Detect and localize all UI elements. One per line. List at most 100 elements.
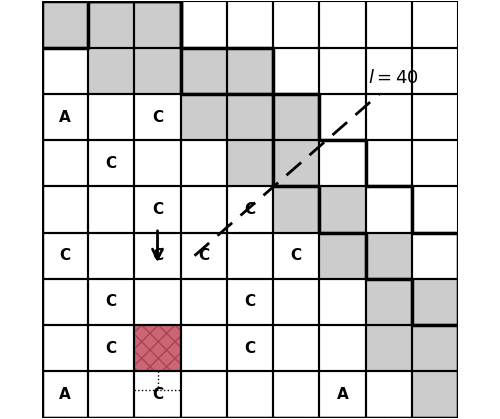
Text: C: C — [60, 248, 70, 263]
Bar — [134, 279, 180, 325]
Text: C: C — [152, 248, 163, 263]
Bar — [320, 233, 366, 279]
Text: $l = 40$: $l = 40$ — [368, 69, 418, 87]
Bar — [273, 48, 320, 94]
Bar — [227, 140, 273, 186]
Bar — [366, 94, 412, 140]
Bar — [227, 325, 273, 371]
Bar — [366, 186, 412, 233]
Bar — [320, 140, 366, 186]
Bar — [273, 279, 320, 325]
Bar — [180, 48, 227, 94]
Bar — [412, 186, 458, 233]
Bar — [42, 325, 88, 371]
Bar — [180, 186, 227, 233]
Bar — [366, 233, 412, 279]
Bar — [180, 325, 227, 371]
Text: C: C — [152, 202, 163, 217]
Bar — [88, 140, 134, 186]
Bar — [320, 371, 366, 418]
Bar — [42, 94, 88, 140]
Bar — [88, 1, 134, 48]
Bar — [320, 279, 366, 325]
Bar — [273, 186, 320, 233]
Bar — [366, 140, 412, 186]
Bar — [273, 140, 320, 186]
Text: C: C — [152, 387, 163, 402]
Bar — [273, 325, 320, 371]
Bar — [366, 371, 412, 418]
Bar — [273, 233, 320, 279]
Bar — [88, 371, 134, 418]
Text: A: A — [59, 387, 71, 402]
Bar — [134, 1, 180, 48]
Bar — [227, 1, 273, 48]
Bar — [134, 1, 180, 48]
Bar — [412, 140, 458, 186]
Bar — [320, 1, 366, 48]
Text: A: A — [59, 109, 71, 124]
Bar — [366, 325, 412, 371]
Bar — [320, 325, 366, 371]
Bar — [320, 186, 366, 233]
Text: C: C — [244, 341, 256, 356]
Bar — [227, 233, 273, 279]
Text: C: C — [244, 295, 256, 310]
Bar — [320, 94, 366, 140]
Bar — [134, 140, 180, 186]
Bar — [42, 371, 88, 418]
Bar — [366, 279, 412, 325]
Text: C: C — [290, 248, 302, 263]
Text: C: C — [198, 248, 209, 263]
Bar — [412, 325, 458, 371]
Bar — [227, 279, 273, 325]
Bar — [42, 186, 88, 233]
Bar — [227, 94, 273, 140]
Bar — [412, 279, 458, 325]
Bar — [273, 140, 320, 186]
Bar — [227, 48, 273, 94]
Bar — [227, 94, 273, 140]
Bar — [180, 233, 227, 279]
Bar — [273, 1, 320, 48]
Bar — [134, 325, 180, 371]
Bar — [412, 371, 458, 418]
Text: C: C — [106, 341, 117, 356]
Text: C: C — [244, 202, 256, 217]
Bar — [88, 1, 134, 48]
Bar — [412, 371, 458, 418]
Bar — [320, 186, 366, 233]
Bar — [42, 233, 88, 279]
Bar — [134, 371, 180, 418]
Bar — [320, 233, 366, 279]
Bar — [180, 1, 227, 48]
Bar — [134, 48, 180, 94]
Bar — [88, 94, 134, 140]
Text: C: C — [152, 109, 163, 124]
Bar — [180, 48, 227, 94]
Bar — [42, 1, 88, 48]
Bar — [42, 140, 88, 186]
Bar — [320, 48, 366, 94]
Bar — [366, 233, 412, 279]
Bar — [227, 140, 273, 186]
Bar — [134, 186, 180, 233]
Bar — [273, 94, 320, 140]
Bar — [88, 48, 134, 94]
Bar — [88, 48, 134, 94]
Bar — [366, 48, 412, 94]
Bar — [227, 186, 273, 233]
Bar — [134, 233, 180, 279]
Bar — [134, 48, 180, 94]
Bar — [412, 1, 458, 48]
Text: C: C — [106, 295, 117, 310]
Bar — [180, 94, 227, 140]
Bar — [412, 94, 458, 140]
Bar — [134, 94, 180, 140]
Bar — [42, 1, 88, 48]
Bar — [273, 94, 320, 140]
Bar — [273, 371, 320, 418]
Bar — [134, 325, 180, 371]
Bar — [88, 279, 134, 325]
Bar — [366, 1, 412, 48]
